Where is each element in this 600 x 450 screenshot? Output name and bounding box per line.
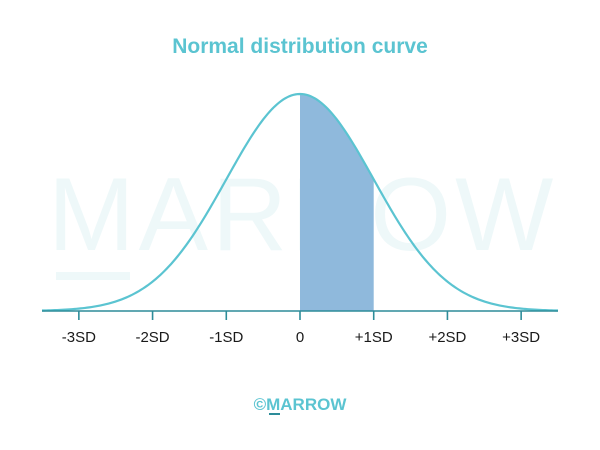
x-tick-label: 0 [296, 329, 304, 346]
chart-marks: -3SD -2SD -1SD 0 +1SD +2SD +3SD [41, 92, 559, 346]
x-tick-label: +3SD [502, 329, 540, 346]
x-tick-label: +1SD [355, 329, 393, 346]
watermark-underline [56, 272, 130, 280]
x-tick-label: +2SD [428, 329, 466, 346]
x-tick-label: -2SD [135, 329, 169, 346]
x-tick-label: -3SD [62, 329, 96, 346]
footer-logo-underline [269, 413, 280, 415]
chart-title: Normal distribution curve [172, 35, 428, 58]
x-tick-label: -1SD [209, 329, 243, 346]
footer-logo: ©MARROW [254, 395, 348, 414]
distribution-curve [41, 92, 559, 312]
shaded-region [300, 94, 374, 311]
